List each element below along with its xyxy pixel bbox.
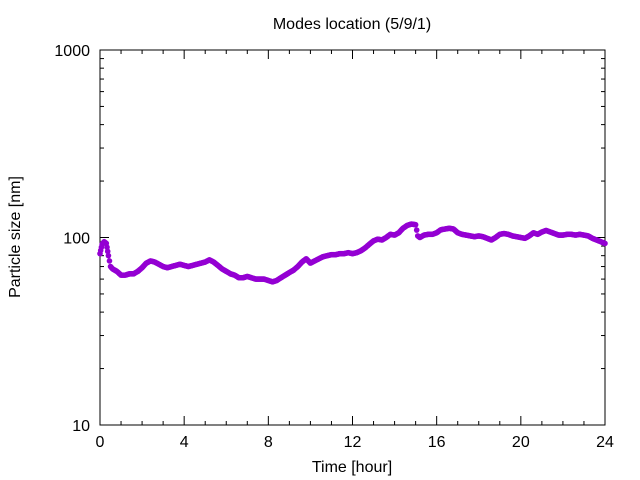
x-tick-labels: 0 4 8 12 16 20 24: [96, 434, 614, 451]
axis-ticks: [99, 49, 606, 426]
x-tick-label: 4: [180, 434, 189, 451]
y-tick-label: 1000: [54, 43, 90, 60]
data-point: [412, 221, 419, 228]
x-tick-label: 0: [96, 434, 105, 451]
data-point: [413, 227, 420, 233]
x-tick-label: 8: [264, 434, 273, 451]
data-point: [602, 240, 608, 247]
x-tick-label: 20: [512, 434, 530, 451]
x-tick-label: 16: [428, 434, 446, 451]
data-point: [104, 248, 111, 255]
data-points: [97, 221, 608, 285]
y-tick-label: 10: [72, 418, 90, 435]
x-tick-label: 24: [596, 434, 614, 451]
x-tick-label: 12: [344, 434, 362, 451]
x-axis-label: Time [hour]: [312, 459, 392, 476]
y-tick-labels: 10 100 1000: [54, 43, 90, 435]
chart-title: Modes location (5/9/1): [273, 16, 431, 33]
data-point: [106, 258, 113, 264]
y-tick-label: 100: [63, 231, 90, 248]
y-axis-label: Particle size [nm]: [7, 176, 24, 298]
data-point: [105, 252, 112, 259]
